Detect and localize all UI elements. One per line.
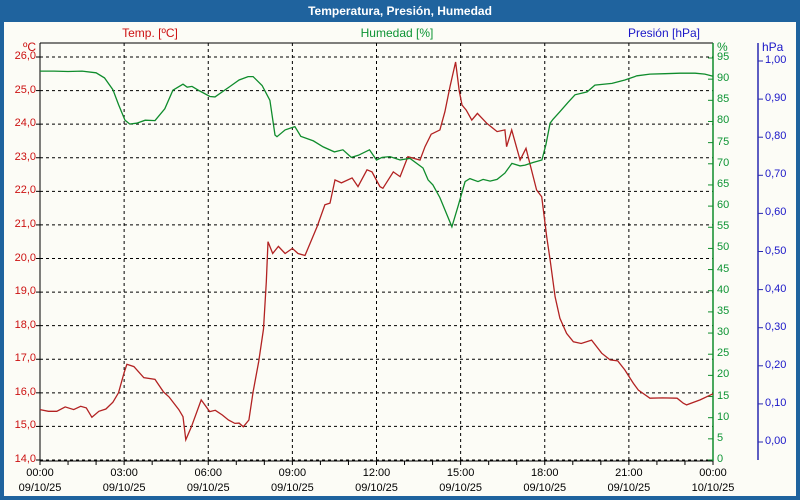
temp-axis-tick-label: 14,0 [14, 453, 36, 465]
legend-pressure-label: Presión [hPa] [627, 26, 701, 40]
temp-axis-tick-label: 15,0 [14, 419, 36, 432]
x-axis-time-label: 12:00 [362, 467, 391, 479]
humidity-axis-tick-label: 25 [717, 347, 730, 360]
x-axis-time-label: 06:00 [194, 467, 223, 479]
humidity-axis-tick-label: 35 [717, 304, 730, 317]
x-axis-time-label: 03:00 [110, 467, 138, 479]
pressure-axis-tick-label: 0,40 [765, 282, 787, 295]
pressure-axis-tick-label: 0,60 [765, 206, 787, 219]
humidity-axis-tick-label: 60 [717, 199, 730, 212]
x-axis-date-label: 09/10/25 [607, 482, 651, 494]
x-axis-time-label: 00:00 [26, 467, 54, 479]
humidity-axis-tick-label: 50 [717, 241, 730, 254]
temp-axis-tick-label: 23,0 [14, 150, 36, 163]
pressure-axis-tick-label: 0,10 [765, 396, 787, 409]
x-axis-date-label: 09/10/25 [523, 482, 567, 494]
temp-axis-tick-label: 20,0 [14, 251, 36, 264]
humidity-axis-tick-label: 10 [717, 410, 730, 423]
x-axis-date-label: 09/10/25 [270, 482, 314, 494]
humidity-axis-tick-label: 0 [717, 453, 724, 465]
pressure-axis-tick-label: 0,00 [765, 435, 787, 447]
humidity-axis-tick-label: 55 [717, 220, 730, 233]
x-axis-date-label: 09/10/25 [355, 482, 398, 494]
humidity-axis-tick-label: 95 [717, 51, 730, 63]
humidity-axis-tick-label: 30 [717, 326, 730, 339]
pressure-axis-tick-label: 0,80 [765, 130, 787, 143]
x-axis-time-label: 21:00 [615, 467, 643, 479]
humidity-axis-tick-label: 40 [717, 283, 730, 296]
humidity-axis-tick-label: 5 [717, 431, 724, 444]
humidity-axis-tick-label: 65 [717, 177, 730, 190]
title-bar: Temperatura, Presión, Humedad [0, 0, 800, 22]
humidity-axis-tick-label: 75 [717, 135, 730, 148]
x-axis-date-label: 09/10/25 [18, 482, 62, 494]
x-axis-date-label: 09/10/25 [102, 482, 146, 494]
x-axis-time-label: 18:00 [530, 467, 559, 479]
temp-axis-tick-label: 21,0 [14, 217, 36, 230]
pressure-axis-tick-label: 0,50 [765, 244, 787, 257]
window-title: Temperatura, Presión, Humedad [308, 4, 492, 18]
temp-axis-tick-label: 26,0 [14, 50, 36, 62]
pressure-axis-tick-label: 0,90 [765, 92, 787, 105]
x-axis-date-label: 10/10/25 [691, 482, 735, 494]
humidity-axis-tick-label: 90 [717, 72, 730, 85]
temp-axis-tick-label: 22,0 [14, 184, 36, 197]
humidity-axis-tick-label: 80 [717, 114, 730, 127]
x-axis-time-label: 15:00 [446, 467, 475, 479]
pressure-axis-tick-label: 0,30 [765, 320, 787, 333]
temp-axis-unit: ºC [22, 40, 36, 54]
x-axis-time-label: 00:00 [699, 467, 727, 479]
pressure-axis-tick-label: 1,00 [765, 54, 787, 66]
pressure-axis-tick-label: 0,20 [765, 358, 787, 371]
humidity-axis-unit: % [717, 40, 728, 54]
legend-humidity-label: Humedad [%] [360, 26, 434, 40]
humidity-axis-tick-label: 70 [717, 156, 730, 169]
pressure-axis-unit: hPa [762, 40, 784, 54]
pressure-axis-tick-label: 0,70 [765, 168, 787, 181]
legend-temp-label: Temp. [ºC] [122, 26, 178, 40]
temp-axis-tick-label: 19,0 [14, 285, 36, 298]
x-axis-date-label: 09/10/25 [186, 482, 230, 494]
humidity-axis-tick-label: 15 [717, 389, 730, 402]
humidity-axis-tick-label: 20 [717, 368, 730, 381]
temp-axis-tick-label: 18,0 [14, 318, 36, 331]
temp-axis-tick-label: 24,0 [14, 117, 36, 130]
temp-axis-tick-label: 17,0 [14, 352, 36, 365]
humidity-axis-tick-label: 45 [717, 262, 730, 275]
humidity-axis-tick-label: 85 [717, 93, 730, 106]
temp-axis-tick-label: 16,0 [14, 385, 36, 398]
x-axis-time-label: 09:00 [278, 467, 307, 479]
temp-axis-tick-label: 25,0 [14, 83, 36, 96]
x-axis-date-label: 09/10/25 [439, 482, 483, 494]
